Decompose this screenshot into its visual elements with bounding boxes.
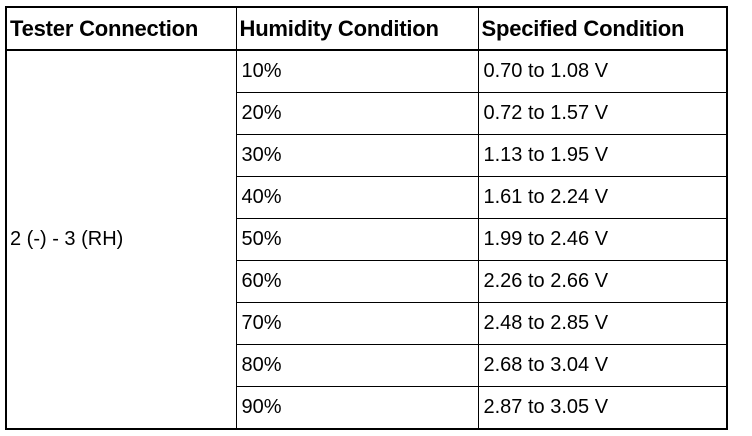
spec-cell: 0.72 to 1.57 V (477, 92, 728, 135)
spec-cell: 2.68 to 3.04 V (477, 344, 728, 387)
humidity-cell: 50% (235, 218, 479, 261)
humidity-cell: 70% (235, 302, 479, 345)
humidity-cell: 80% (235, 344, 479, 387)
humidity-cell: 30% (235, 134, 479, 177)
humidity-cell: 60% (235, 260, 479, 303)
spec-cell: 2.87 to 3.05 V (477, 386, 728, 430)
table-row: 30% 1.13 to 1.95 V (6, 134, 728, 177)
table-row: 20% 0.72 to 1.57 V (6, 92, 728, 135)
spec-cell: 0.70 to 1.08 V (477, 49, 728, 93)
header-tester-connection: Tester Connection (5, 6, 237, 51)
humidity-cell: 90% (235, 386, 479, 430)
table-row: 80% 2.68 to 3.04 V (6, 344, 728, 387)
spec-cell: 1.13 to 1.95 V (477, 134, 728, 177)
spec-cell: 2.26 to 2.66 V (477, 260, 728, 303)
spec-cell: 2.48 to 2.85 V (477, 302, 728, 345)
table-row: 40% 1.61 to 2.24 V (6, 176, 728, 219)
table-row: 2 (-) - 3 (RH) 10% 0.70 to 1.08 V (5, 49, 728, 430)
table-row: 50% 1.99 to 2.46 V (6, 218, 728, 261)
spec-cell: 1.61 to 2.24 V (477, 176, 728, 219)
header-row: Tester Connection Humidity Condition Spe… (5, 6, 728, 51)
humidity-cell: 20% (235, 92, 479, 135)
header-humidity-condition: Humidity Condition (235, 6, 479, 51)
table-row: 60% 2.26 to 2.66 V (6, 260, 728, 303)
humidity-cell: 10% (235, 49, 479, 93)
table-row: 70% 2.48 to 2.85 V (6, 302, 728, 345)
spec-cell: 1.99 to 2.46 V (477, 218, 728, 261)
tester-connection-cell: 2 (-) - 3 (RH) (5, 49, 237, 430)
humidity-spec-table: Tester Connection Humidity Condition Spe… (5, 6, 728, 430)
header-specified-condition: Specified Condition (477, 6, 728, 51)
humidity-cell: 40% (235, 176, 479, 219)
table-row: 90% 2.87 to 3.05 V (6, 386, 728, 430)
